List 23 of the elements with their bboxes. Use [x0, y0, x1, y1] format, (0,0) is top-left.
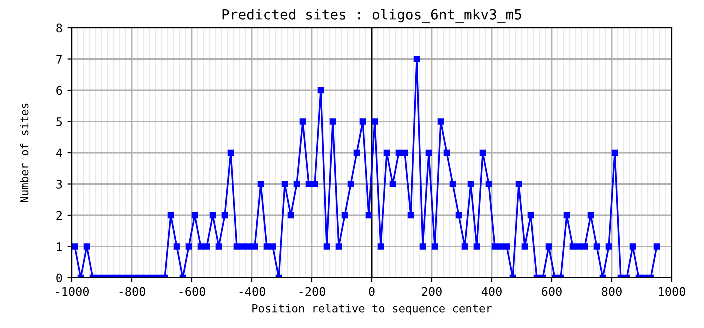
- y-tick-label: 7: [56, 55, 62, 64]
- x-tick-label: 600: [542, 287, 562, 296]
- chart-title: Predicted sites : oligos_6nt_mkv3_m5: [222, 9, 522, 23]
- y-tick-label: 0: [56, 274, 62, 283]
- y-tick-label: 1: [57, 242, 62, 252]
- y-tick-label: 8: [56, 24, 62, 33]
- x-tick-label: -600: [180, 287, 206, 296]
- x-tick-label: 1000: [659, 287, 686, 296]
- x-tick-label: 800: [602, 287, 622, 296]
- x-tick-label: 400: [482, 287, 502, 296]
- x-tick-label: -800: [120, 287, 146, 296]
- y-tick-label: 3: [56, 180, 62, 189]
- y-tick-label: 6: [56, 86, 62, 96]
- x-tick-label: -1000: [56, 287, 90, 296]
- x-tick-label: 200: [422, 287, 442, 296]
- y-tick-label: 2: [56, 211, 62, 220]
- x-tick-label: -400: [240, 287, 266, 296]
- x-tick-label: -200: [300, 287, 326, 296]
- x-tick-label: 0: [369, 287, 375, 296]
- y-tick-label: 4: [56, 148, 62, 158]
- x-axis-title: Position relative to sequence center: [252, 304, 492, 315]
- y-axis-title: Number of sites: [20, 104, 29, 202]
- y-tick-label: 5: [56, 118, 62, 126]
